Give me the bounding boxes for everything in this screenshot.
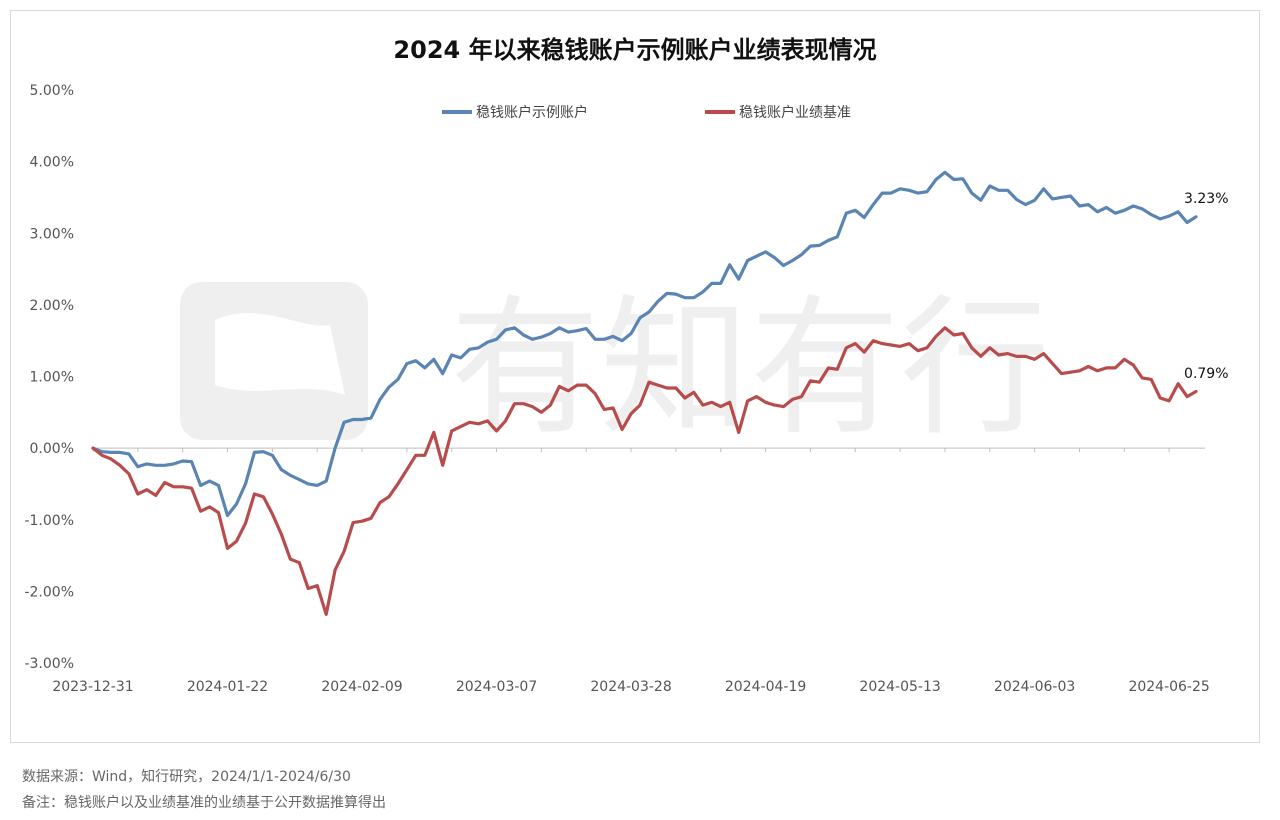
watermark-text: 有知有行 bbox=[450, 282, 1050, 456]
y-tick-label: -3.00% bbox=[24, 656, 74, 672]
chart-title: 2024 年以来稳钱账户示例账户业绩表现情况 bbox=[393, 36, 877, 64]
x-tick-label: 2024-04-19 bbox=[725, 679, 806, 695]
x-tick-label: 2024-02-09 bbox=[321, 679, 402, 695]
x-tick-label: 2024-01-22 bbox=[187, 679, 268, 695]
y-tick-label: 4.00% bbox=[30, 155, 74, 171]
y-tick-label: -2.00% bbox=[24, 584, 74, 600]
series-line bbox=[91, 170, 1198, 518]
y-tick-label: 5.00% bbox=[30, 83, 74, 99]
watermark-logo-swoosh bbox=[215, 313, 345, 395]
footnote: 备注：稳钱账户以及业绩基准的业绩基于公开数据推算得出 bbox=[22, 795, 386, 811]
x-tick-label: 2024-05-13 bbox=[859, 679, 940, 695]
x-tick-label: 2024-06-25 bbox=[1128, 679, 1209, 695]
series-line bbox=[91, 326, 1198, 616]
legend-label: 稳钱账户示例账户 bbox=[476, 104, 588, 121]
x-tick-label: 2024-06-03 bbox=[994, 679, 1075, 695]
y-tick-label: -1.00% bbox=[24, 513, 74, 529]
data-label-end: 3.23% bbox=[1184, 191, 1228, 207]
x-tick-label: 2024-03-07 bbox=[456, 679, 537, 695]
x-tick-label: 2023-12-31 bbox=[52, 679, 133, 695]
x-tick-label: 2024-03-28 bbox=[590, 679, 671, 695]
y-tick-label: 0.00% bbox=[30, 441, 74, 457]
watermark-logo bbox=[180, 282, 368, 440]
watermark: 有知有行 bbox=[180, 282, 1050, 456]
chart-card bbox=[10, 10, 1260, 743]
y-tick-label: 2.00% bbox=[30, 298, 74, 314]
data-source-note: 数据来源：Wind，知行研究，2024/1/1-2024/6/30 bbox=[22, 769, 351, 785]
legend-label: 稳钱账户业绩基准 bbox=[739, 104, 851, 121]
y-tick-label: 1.00% bbox=[30, 370, 74, 386]
y-tick-label: 3.00% bbox=[30, 226, 74, 242]
data-label-end: 0.79% bbox=[1184, 366, 1228, 382]
line-chart: 有知有行 5.00% 4.00% 3.00% 2.00% 1.00% 0.00% -1.00… bbox=[24, 83, 1228, 695]
